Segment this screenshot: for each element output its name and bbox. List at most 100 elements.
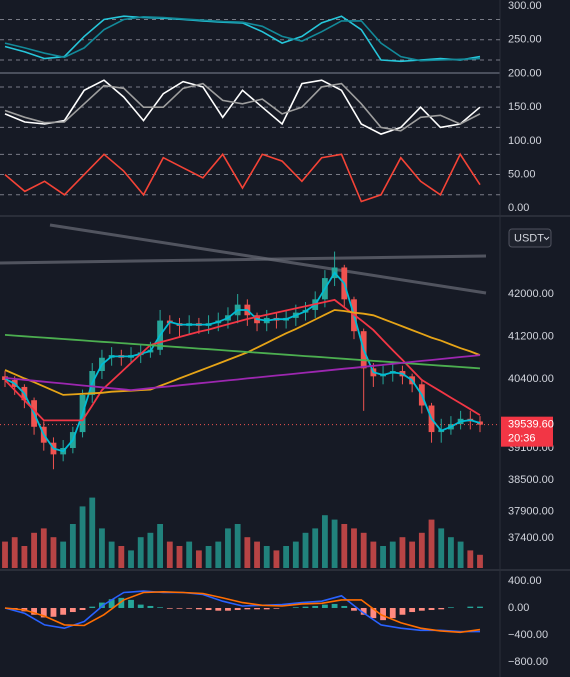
volume-bar [166,541,173,568]
y-tick-label: 41200.00 [508,330,554,342]
volume-bar [477,554,483,568]
histogram-bar [99,602,105,608]
histogram-bar [292,607,299,608]
volume-bar [60,541,67,568]
volume-bar [21,546,28,568]
moving-average [4,309,481,396]
moving-average [4,298,481,422]
volume-bar [186,541,193,568]
oscillator-line [4,79,481,135]
y-tick-label: 40400.00 [508,373,554,385]
volume-bar [234,524,241,568]
y-tick-label: −800.00 [508,656,548,668]
oscillator-line [4,15,481,62]
y-tick-label: 42000.00 [508,288,554,300]
volume-bar [108,541,115,568]
volume-bar [341,524,348,568]
histogram-bar [254,607,260,610]
volume-bar [244,537,251,568]
currency-label[interactable]: USDT [514,232,544,244]
histogram-bar [244,607,251,610]
histogram-bar [418,607,425,611]
macd-line [4,590,481,634]
histogram-bar [399,607,406,615]
volume-bar [225,528,231,568]
histogram-bar [137,604,144,608]
volume-bar [389,541,396,568]
histogram-bar [467,606,474,608]
y-tick-label: 200.00 [508,67,542,79]
volume-bar [418,532,425,568]
histogram-bar [69,607,76,613]
histogram-bar [380,607,386,621]
volume-bar [147,532,154,568]
volume-bar [195,550,202,568]
y-tick-label: 50.00 [508,168,536,180]
histogram-bar [477,606,483,608]
histogram-bar [128,599,134,608]
volume-bar [457,541,464,568]
histogram-bar [351,607,357,611]
last-price-label: 39539.60 [508,419,554,431]
y-tick-label: 100.00 [508,135,542,147]
y-tick-label: −400.00 [508,629,548,641]
currency-select[interactable]: USDT [508,228,552,248]
volume-bar [176,546,183,568]
currency-button[interactable] [508,228,552,248]
volume-bar [448,537,454,568]
histogram-bar [186,607,193,609]
volume-bar [273,550,280,568]
volume-bar [89,497,96,568]
histogram-bar [166,607,173,609]
y-tick-label: 38500.00 [508,474,554,486]
volume-bar [128,550,134,568]
volume-bar [380,546,386,568]
histogram-bar [79,607,86,611]
histogram-bar [176,607,183,609]
oscillator-line [4,152,481,203]
histogram-bar [370,607,377,619]
volume-bar [312,528,319,568]
volume-bar [292,541,299,568]
histogram-bar [438,607,445,610]
last-price-box [501,416,553,447]
volume-bar [283,546,290,568]
histogram-bar [360,607,367,615]
volume-bar [137,537,144,568]
y-tick-label: 0.00 [508,202,529,214]
volume-bar [467,550,474,568]
volume-bar [321,515,328,568]
y-tick-label: 150.00 [508,101,542,113]
histogram-bar [157,607,164,608]
volume-bar [11,537,18,568]
volume-bar [215,541,222,568]
trend-line [0,254,487,265]
volume-bar [399,537,406,568]
volume-bar [254,541,260,568]
volume-bar [438,528,445,568]
countdown: 20:36 [508,433,536,445]
volume-bar [99,528,105,568]
chevron [543,236,550,241]
volume-bar [79,506,86,568]
histogram-bar [50,607,57,617]
volume-bar [157,524,164,568]
volume-bar [31,532,37,568]
histogram-bar [225,607,231,611]
volume-bar [118,546,125,568]
volume-bar [370,541,377,568]
histogram-bar [409,607,416,613]
y-tick-label: 37400.00 [508,532,554,544]
y-tick-label: 250.00 [508,34,542,46]
volume-bar [360,532,367,568]
histogram-bar [108,599,115,608]
y-tick-label: 300.00 [508,0,542,12]
histogram-bar [389,607,396,619]
volume-bar [351,528,357,568]
volume-bar [409,541,416,568]
volume-bar [205,546,212,568]
histogram-bar [312,605,319,608]
moving-average [4,271,481,453]
histogram-bar [273,607,280,609]
